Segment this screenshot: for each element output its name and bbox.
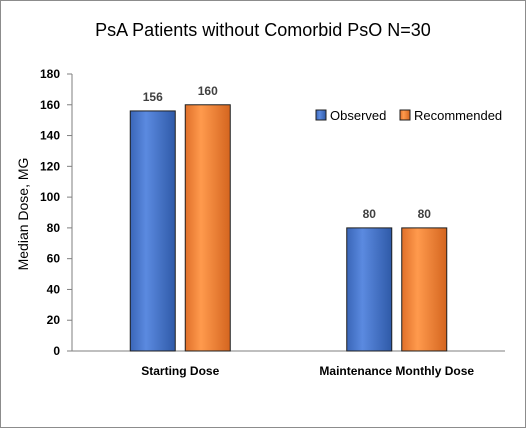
y-tick-label: 140 [40,129,60,143]
y-tick-label: 0 [53,344,60,358]
x-tick-label: Starting Dose [141,364,219,378]
legend-swatch [315,109,327,121]
legend: Observed Recommended [315,108,502,123]
legend-label: Recommended [414,108,502,123]
bar [346,227,393,352]
y-tick-label: 20 [47,313,61,327]
data-label: 80 [418,207,432,221]
data-label: 160 [198,84,218,98]
y-tick-label: 160 [40,98,60,112]
y-tick-label: 100 [40,190,60,204]
y-tick-label: 40 [47,282,61,296]
y-tick-label: 120 [40,159,60,173]
data-label: 80 [363,207,377,221]
chart-title: PsA Patients without Comorbid PsO N=30 [95,20,431,40]
y-axis-label: Median Dose, MG [15,158,31,271]
legend-label: Observed [330,108,386,123]
y-tick-labels: 0 20 40 60 80 100 120 140 160 180 [40,67,72,358]
y-tick-label: 80 [47,221,61,235]
data-labels: 156 160 80 80 [143,84,432,221]
bars [129,104,448,352]
data-label: 156 [143,90,163,104]
x-tick-labels: Starting Dose Maintenance Monthly Dose [141,364,474,378]
bar [129,110,176,352]
legend-swatch [399,109,411,121]
bar [184,104,231,352]
y-tick-label: 180 [40,67,60,81]
y-tick-label: 60 [47,252,61,266]
bar [401,227,448,352]
x-tick-label: Maintenance Monthly Dose [319,364,474,378]
